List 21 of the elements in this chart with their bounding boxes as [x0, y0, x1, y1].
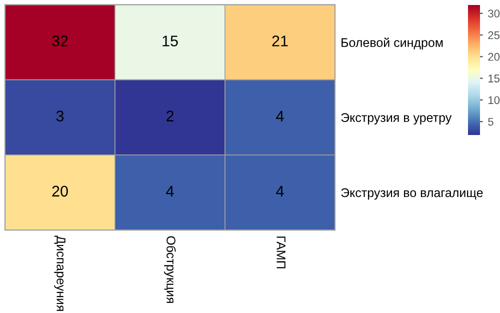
color-bar-label: 10	[488, 96, 500, 104]
data-label: 20	[52, 186, 68, 197]
data-label: 32	[52, 36, 68, 46]
data-label: 4	[276, 186, 284, 196]
y-tick-label: Болевой синдром	[342, 38, 443, 50]
color-bar-label: 5	[488, 118, 494, 126]
x-tick-label: Обструкция	[164, 236, 176, 303]
data-label: 15	[162, 36, 178, 46]
data-label: 4	[166, 186, 174, 196]
color-bar-label: 25	[488, 31, 500, 40]
data-label: 21	[272, 36, 288, 46]
data-label: 4	[276, 110, 284, 122]
data-label: 2	[166, 110, 174, 122]
data-label: 3	[56, 110, 64, 122]
color-bar-label: 30	[488, 10, 500, 18]
y-tick-label: Экструзия во влагалище	[341, 188, 483, 200]
x-tick-label: ГАМП	[276, 236, 286, 268]
y-tick-label: Экструзия в уретру	[341, 113, 452, 124]
color-bar-label: 15	[488, 74, 500, 82]
color-bar-label: 20	[488, 52, 500, 61]
x-tick-label: Диспареуния	[54, 236, 66, 311]
